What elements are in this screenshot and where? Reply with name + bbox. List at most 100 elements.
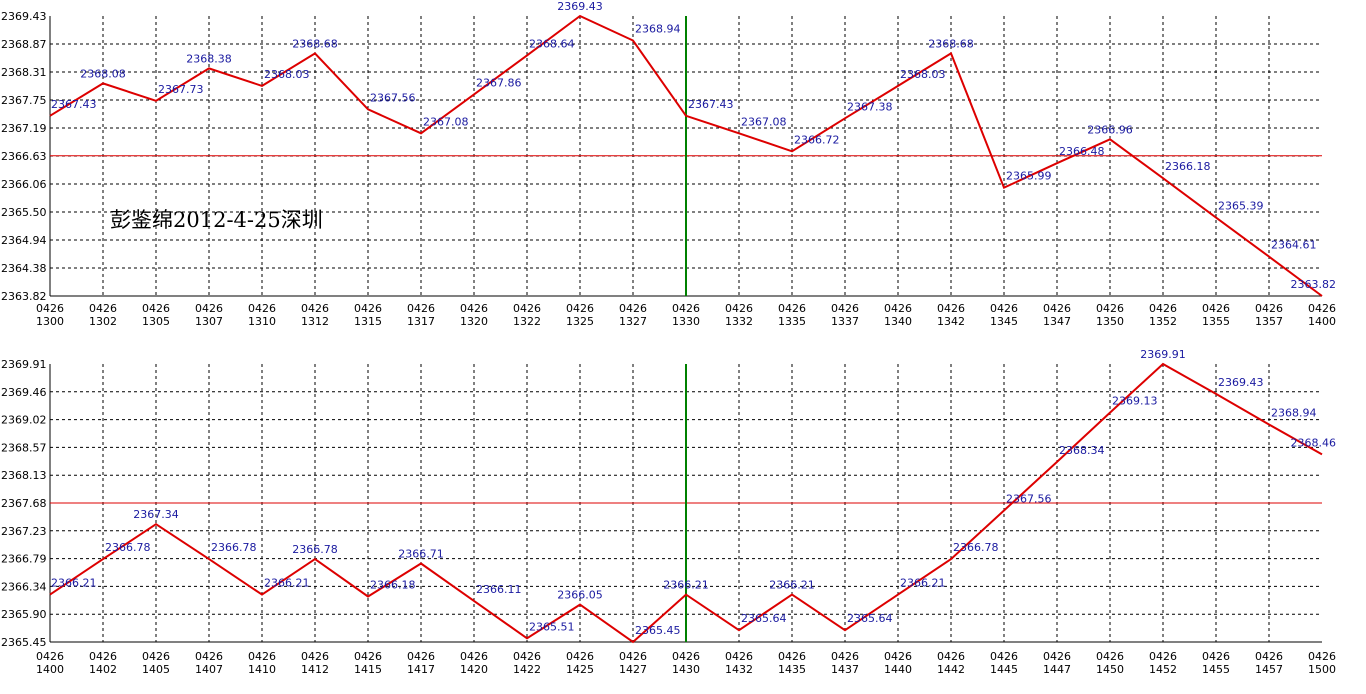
y-tick-label: 2367.23 — [1, 525, 47, 538]
y-tick-label: 2363.82 — [1, 290, 47, 303]
x-tick-label-time: 1447 — [1043, 663, 1071, 676]
x-tick-label-time: 1352 — [1149, 315, 1177, 328]
data-label: 2366.21 — [663, 579, 709, 592]
x-tick-label-date: 0426 — [407, 302, 435, 315]
data-label: 2367.86 — [476, 76, 522, 89]
x-tick-label-date: 0426 — [1308, 650, 1336, 663]
x-tick-label-date: 0426 — [195, 302, 223, 315]
y-tick-label: 2365.45 — [1, 636, 47, 649]
x-tick-label-date: 0426 — [89, 302, 117, 315]
data-label: 2368.94 — [1271, 406, 1317, 419]
x-tick-label-date: 0426 — [1255, 650, 1283, 663]
data-label: 2367.73 — [158, 83, 204, 96]
y-tick-label: 2368.87 — [1, 38, 47, 51]
data-label: 2368.34 — [1059, 444, 1105, 457]
data-label: 2367.56 — [370, 91, 416, 104]
x-tick-label-date: 0426 — [1255, 302, 1283, 315]
data-label: 2368.38 — [186, 52, 232, 65]
data-label: 2366.78 — [211, 541, 257, 554]
y-tick-label: 2368.13 — [1, 469, 47, 482]
x-tick-label-time: 1457 — [1255, 663, 1283, 676]
x-tick-label-date: 0426 — [301, 302, 329, 315]
x-tick-label-date: 0426 — [513, 650, 541, 663]
data-label: 2366.21 — [264, 577, 310, 590]
x-tick-label-date: 0426 — [725, 302, 753, 315]
x-tick-label-time: 1335 — [778, 315, 806, 328]
x-tick-label-time: 1450 — [1096, 663, 1124, 676]
y-tick-label: 2366.79 — [1, 553, 47, 566]
data-label: 2366.48 — [1059, 145, 1105, 158]
data-label: 2367.56 — [1006, 492, 1052, 505]
x-tick-label-time: 1455 — [1202, 663, 1230, 676]
x-tick-label-date: 0426 — [831, 650, 859, 663]
x-tick-label-date: 0426 — [990, 650, 1018, 663]
x-tick-label-time: 1305 — [142, 315, 170, 328]
y-tick-label: 2365.90 — [1, 608, 47, 621]
x-tick-label-time: 1300 — [36, 315, 64, 328]
x-tick-label-time: 1337 — [831, 315, 859, 328]
x-tick-label-time: 1407 — [195, 663, 223, 676]
x-tick-label-date: 0426 — [1096, 650, 1124, 663]
series-line — [49, 362, 1323, 644]
data-label: 2369.43 — [557, 0, 603, 13]
data-label: 2365.64 — [741, 612, 787, 625]
x-tick-label-date: 0426 — [407, 650, 435, 663]
data-label: 2366.72 — [794, 133, 840, 146]
x-tick-label-date: 0426 — [1043, 650, 1071, 663]
x-tick-label-date: 0426 — [248, 302, 276, 315]
y-tick-label: 2368.31 — [1, 66, 47, 79]
data-label: 2365.39 — [1218, 200, 1264, 213]
x-tick-label-time: 1452 — [1149, 663, 1177, 676]
y-tick-label: 2369.91 — [1, 358, 47, 371]
x-tick-label-time: 1317 — [407, 315, 435, 328]
x-tick-label-time: 1322 — [513, 315, 541, 328]
x-tick-label-date: 0426 — [672, 302, 700, 315]
x-tick-label-date: 0426 — [142, 302, 170, 315]
x-tick-label-time: 1345 — [990, 315, 1018, 328]
x-tick-label-time: 1302 — [89, 315, 117, 328]
data-label: 2367.43 — [51, 98, 97, 111]
y-tick-label: 2366.34 — [1, 580, 47, 593]
x-tick-label-time: 1500 — [1308, 663, 1336, 676]
x-tick-label-date: 0426 — [566, 302, 594, 315]
data-label: 2367.08 — [423, 115, 469, 128]
data-label: 2366.21 — [900, 577, 946, 590]
data-label: 2363.82 — [1291, 278, 1337, 291]
data-label: 2369.13 — [1112, 395, 1158, 408]
x-tick-label-time: 1430 — [672, 663, 700, 676]
data-label: 2369.91 — [1140, 348, 1186, 361]
data-label: 2368.94 — [635, 22, 681, 35]
data-label: 2366.78 — [292, 543, 338, 556]
x-tick-label-time: 1427 — [619, 663, 647, 676]
data-label: 2368.68 — [292, 37, 338, 50]
x-tick-label-date: 0426 — [884, 302, 912, 315]
x-tick-label-date: 0426 — [36, 650, 64, 663]
x-tick-label-date: 0426 — [725, 650, 753, 663]
x-tick-label-time: 1332 — [725, 315, 753, 328]
x-tick-label-date: 0426 — [195, 650, 223, 663]
data-label: 2364.61 — [1271, 239, 1317, 252]
x-tick-label-date: 0426 — [778, 302, 806, 315]
series-line — [49, 14, 1323, 297]
x-tick-label-time: 1425 — [566, 663, 594, 676]
data-label: 2367.34 — [133, 508, 179, 521]
x-tick-label-time: 1315 — [354, 315, 382, 328]
x-tick-label-date: 0426 — [354, 650, 382, 663]
x-tick-label-date: 0426 — [248, 650, 276, 663]
x-tick-label-date: 0426 — [354, 302, 382, 315]
x-tick-label-date: 0426 — [36, 302, 64, 315]
x-tick-label-time: 1405 — [142, 663, 170, 676]
x-tick-label-time: 1400 — [36, 663, 64, 676]
x-tick-label-date: 0426 — [990, 302, 1018, 315]
data-label: 2366.96 — [1087, 123, 1133, 136]
x-tick-label-time: 1442 — [937, 663, 965, 676]
x-tick-label-date: 0426 — [142, 650, 170, 663]
x-tick-label-date: 0426 — [619, 302, 647, 315]
x-tick-label-time: 1440 — [884, 663, 912, 676]
data-label: 2368.68 — [928, 37, 974, 50]
x-tick-label-time: 1432 — [725, 663, 753, 676]
x-tick-label-date: 0426 — [89, 650, 117, 663]
data-label: 2366.18 — [1165, 160, 1211, 173]
x-tick-label-time: 1307 — [195, 315, 223, 328]
